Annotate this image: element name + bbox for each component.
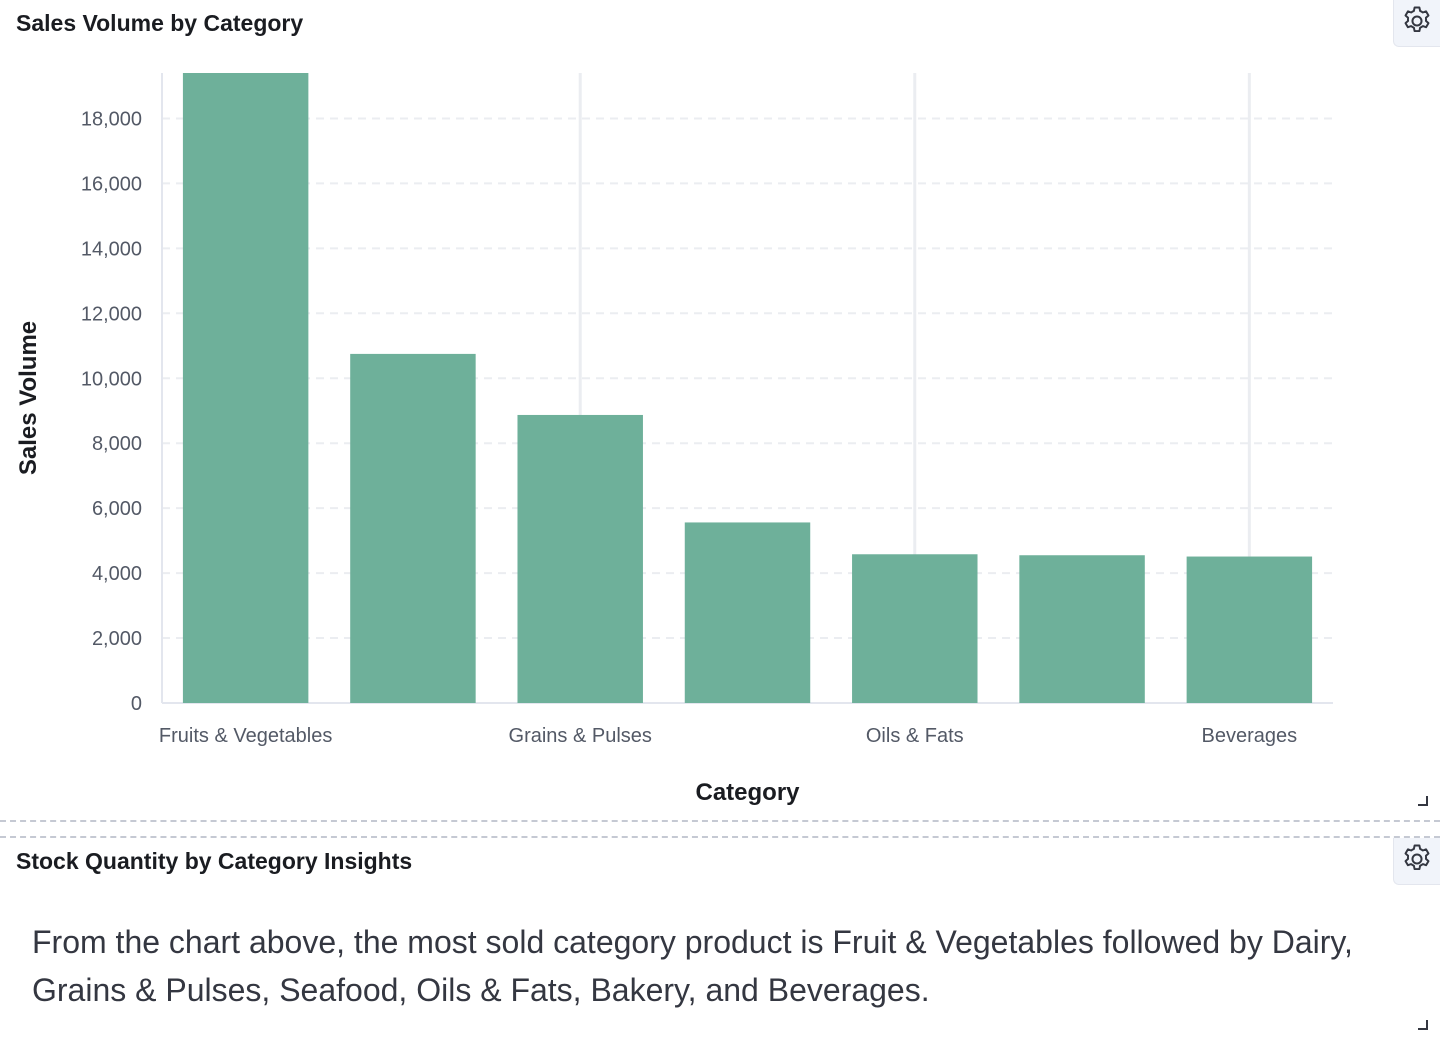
x-tick-label: Beverages: [1202, 725, 1298, 747]
gear-icon: [1400, 842, 1434, 881]
x-axis-title: Category: [695, 779, 800, 806]
y-tick-label: 10,000: [81, 368, 142, 390]
y-tick-label: 8,000: [92, 433, 142, 455]
bar-grains-pulses: [517, 414, 643, 703]
y-tick-label: 14,000: [81, 238, 142, 260]
x-tick-label: Grains & Pulses: [509, 725, 652, 747]
y-tick-label: 2,000: [92, 628, 142, 650]
resize-handle[interactable]: [1418, 1020, 1428, 1030]
insights-text: From the chart above, the most sold cate…: [32, 924, 1353, 1008]
resize-handle[interactable]: [1418, 796, 1428, 806]
bar-beverages: [1186, 556, 1313, 703]
y-tick-label: 18,000: [81, 108, 142, 130]
bar-oils-fats: [852, 554, 978, 703]
bar-seafood: [684, 522, 811, 703]
chart-settings-button[interactable]: [1393, 0, 1440, 47]
gear-icon: [1400, 4, 1434, 43]
y-axis-title: Sales Volume: [15, 321, 42, 475]
y-tick-label: 16,000: [81, 173, 142, 195]
y-tick-label: 12,000: [81, 303, 142, 325]
x-tick-label: Oils & Fats: [866, 725, 964, 747]
panel-title: Stock Quantity by Category Insights: [16, 848, 413, 874]
panel-divider: [0, 820, 1440, 822]
panel-title: Sales Volume by Category: [16, 10, 304, 36]
chart-panel: Sales Volume by Category 0 2,000 4,000 6,00…: [15, 0, 1440, 806]
y-tick-label: 0: [131, 693, 142, 715]
bar-chart: 0 2,000 4,000 6,000 8,000 10,000 12,000 14,000 1…: [15, 73, 1333, 806]
y-tick-label: 6,000: [92, 498, 142, 520]
insights-panel: Stock Quantity by Category Insights From…: [0, 838, 1440, 1044]
bar-bakery: [1019, 555, 1145, 703]
bar-fruits-vegetables: [182, 73, 309, 703]
bar-dairy: [350, 353, 476, 703]
insights-settings-button[interactable]: [1393, 838, 1440, 885]
y-tick-label: 4,000: [92, 563, 142, 585]
panel-divider: [0, 836, 1440, 838]
x-tick-label: Fruits & Vegetables: [159, 725, 332, 747]
